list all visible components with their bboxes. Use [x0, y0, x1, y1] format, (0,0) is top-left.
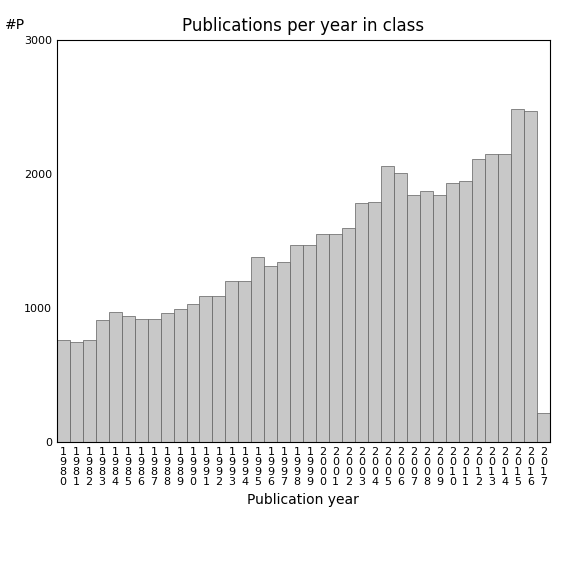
- Bar: [407, 196, 420, 442]
- Bar: [524, 111, 537, 442]
- Bar: [459, 181, 472, 442]
- Bar: [316, 234, 329, 442]
- Bar: [537, 413, 550, 442]
- Bar: [485, 154, 498, 442]
- Bar: [160, 314, 174, 442]
- Bar: [147, 319, 160, 442]
- Bar: [290, 245, 303, 442]
- Title: Publications per year in class: Publications per year in class: [182, 18, 425, 35]
- Bar: [368, 202, 381, 442]
- Bar: [226, 281, 239, 442]
- Bar: [200, 296, 213, 442]
- Bar: [511, 109, 524, 442]
- Bar: [134, 319, 147, 442]
- Bar: [446, 183, 459, 442]
- Bar: [303, 245, 316, 442]
- Bar: [109, 312, 121, 442]
- Bar: [356, 204, 368, 442]
- Bar: [329, 234, 342, 442]
- Bar: [187, 304, 200, 442]
- Bar: [342, 227, 356, 442]
- Bar: [213, 296, 226, 442]
- Bar: [498, 154, 511, 442]
- Bar: [70, 341, 83, 442]
- Bar: [57, 340, 70, 442]
- Bar: [472, 159, 485, 442]
- Bar: [264, 266, 277, 442]
- Bar: [420, 191, 433, 442]
- Bar: [174, 310, 187, 442]
- Bar: [277, 263, 290, 442]
- Bar: [394, 173, 407, 442]
- Bar: [433, 196, 446, 442]
- Bar: [96, 320, 109, 442]
- Bar: [83, 340, 96, 442]
- Bar: [121, 316, 134, 442]
- Bar: [381, 166, 394, 442]
- Y-axis label: #P: #P: [5, 18, 25, 32]
- Bar: [239, 281, 251, 442]
- X-axis label: Publication year: Publication year: [247, 493, 359, 507]
- Bar: [251, 257, 264, 442]
